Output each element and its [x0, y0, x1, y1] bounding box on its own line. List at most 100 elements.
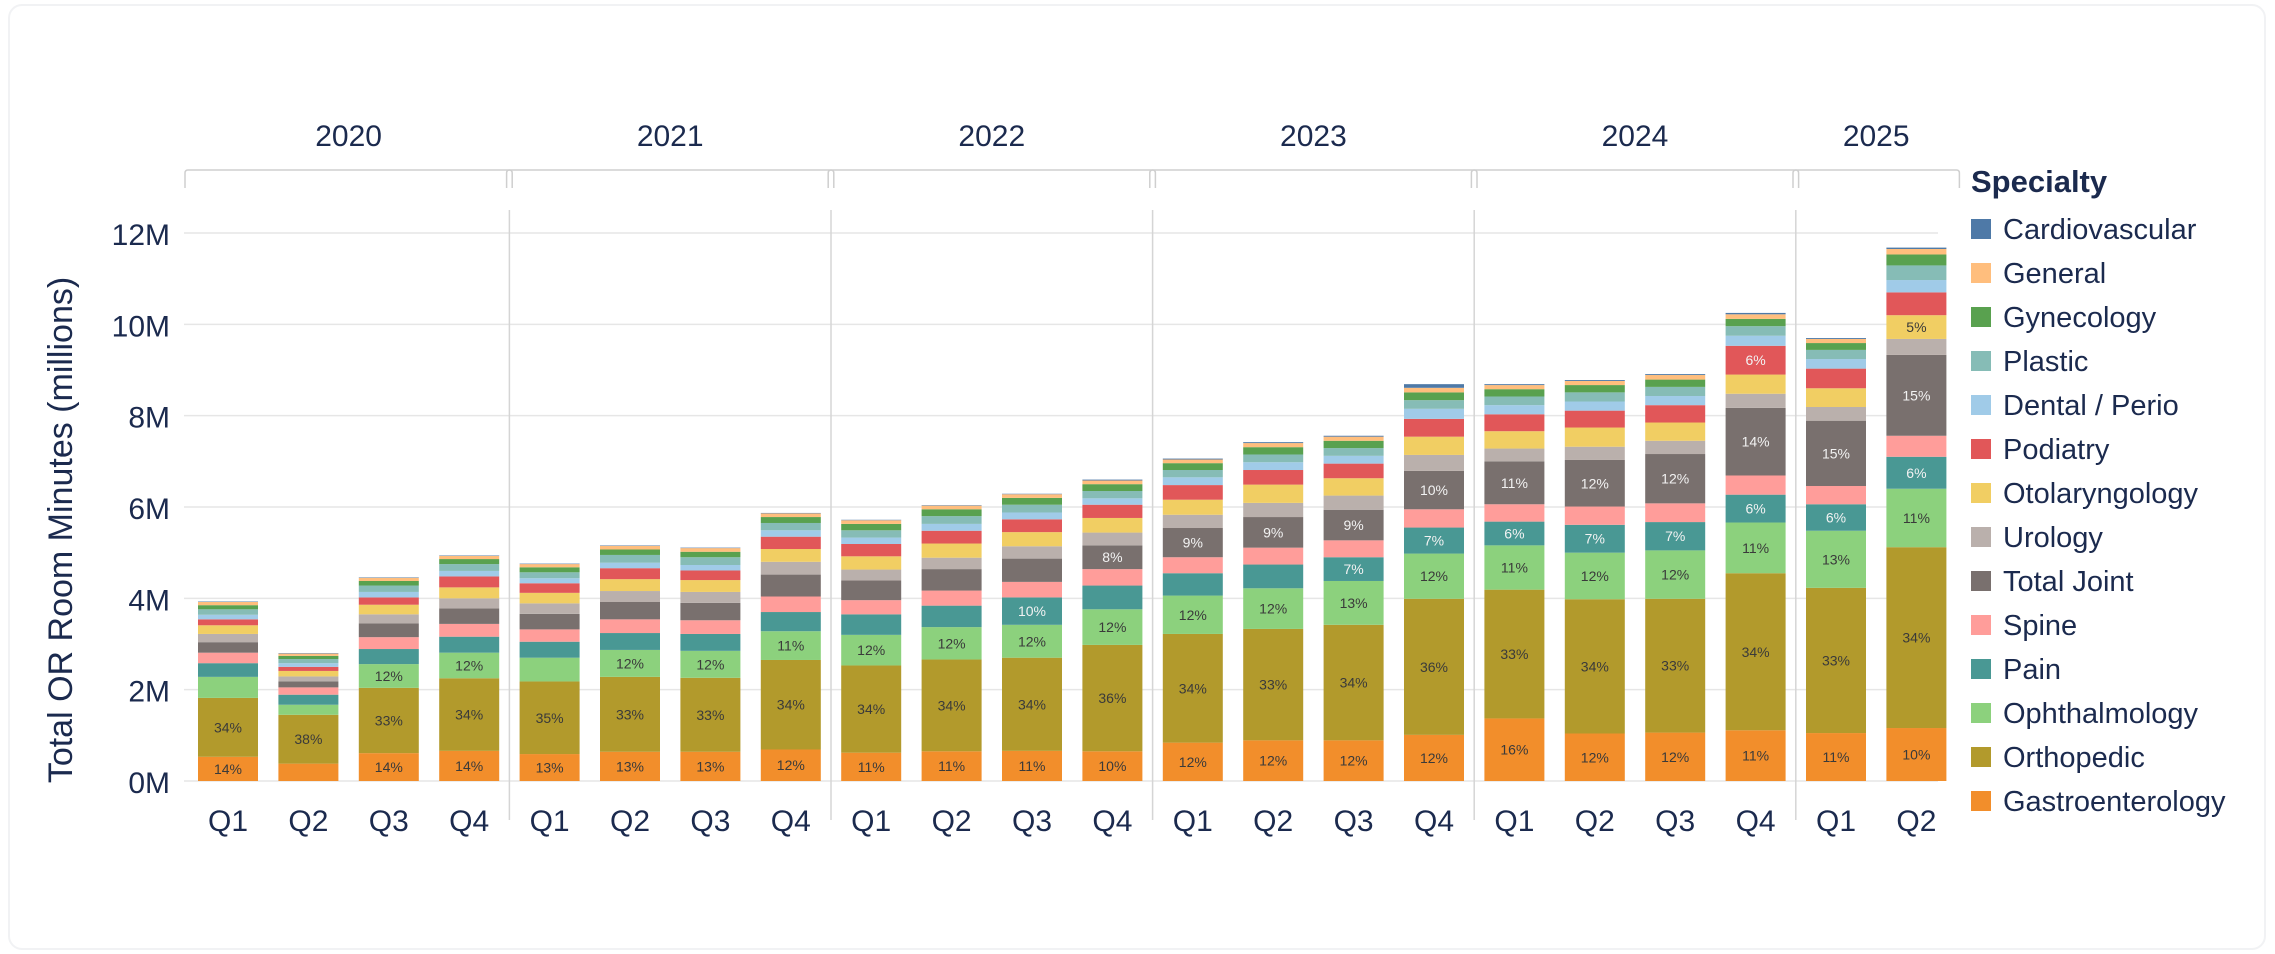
bar-segment: [358, 580, 419, 586]
x-tick-label: Q1: [530, 805, 570, 838]
bar-segment: [921, 509, 982, 517]
bar-segment: [1082, 569, 1143, 586]
y-tick-label: 12M: [112, 219, 170, 252]
bar-segment: [358, 753, 419, 781]
bar-segment: [921, 751, 982, 781]
y-tick-label: 0M: [128, 767, 170, 800]
data-label: 34%: [1742, 644, 1770, 660]
bar-segment: [198, 756, 258, 781]
data-label: 33%: [696, 707, 724, 723]
bar-segment: [1645, 522, 1706, 551]
data-label: 13%: [616, 758, 644, 774]
data-label: 6%: [1745, 501, 1765, 517]
bar-segment: [1564, 401, 1625, 411]
bar-segment: [358, 623, 419, 638]
legend-swatch: [1971, 263, 1991, 283]
x-tick-label: Q1: [1816, 805, 1856, 838]
bar-segment: [1806, 388, 1866, 407]
bar-segment: [921, 590, 982, 606]
data-label: 9%: [1183, 535, 1203, 551]
bars: 14% 34% 38% 14% 33% 12% 14% 34% 12% 13% 35% 13% 33% 1…: [198, 247, 1947, 781]
legend-item-label: Otolaryngology: [2003, 478, 2199, 510]
bar-segment: [1243, 454, 1304, 463]
legend: Specialty Cardiovascular General Gynecolog…: [1971, 164, 2226, 818]
bar-segment: [1886, 248, 1947, 255]
bar-segment: [841, 537, 902, 544]
bar-segment: [1806, 368, 1866, 389]
data-label: 12%: [1581, 475, 1609, 491]
legend-swatch: [1971, 395, 1991, 415]
data-label: 11%: [1823, 749, 1850, 765]
bar-segment: [1886, 728, 1947, 781]
bar-segment: [921, 530, 982, 544]
bar-segment: [1564, 733, 1625, 781]
legend-item-label: Dental / Perio: [2003, 390, 2179, 422]
bar-segment: [841, 752, 902, 781]
bar-segment: [1404, 470, 1464, 510]
x-tick-label: Q2: [1575, 805, 1615, 838]
bar-segment: [921, 516, 982, 524]
bar-segment: [921, 505, 982, 510]
data-label: 14%: [375, 759, 403, 775]
bar-segment: [1806, 485, 1866, 505]
x-tick-label: Q4: [1736, 805, 1776, 838]
bar-segment: [1404, 387, 1464, 393]
data-label: 33%: [616, 706, 644, 722]
data-label: 12%: [1661, 567, 1689, 583]
x-tick-label: Q2: [288, 805, 328, 838]
bar-segment: [278, 663, 339, 667]
bar-segment: [600, 549, 660, 555]
data-label: 33%: [1259, 677, 1287, 693]
bar-segment: [1323, 624, 1384, 741]
bar-segment: [1082, 479, 1143, 481]
bar-segment: [1645, 598, 1706, 733]
year-bracket: [505, 169, 835, 188]
bar-segment: [1082, 504, 1143, 518]
bar-segment: [358, 637, 419, 650]
bar-segment: [1162, 459, 1223, 464]
bar-segment: [1162, 633, 1223, 743]
bar-segment: [198, 605, 258, 610]
bar-segment: [439, 587, 500, 599]
data-label: 13%: [1822, 551, 1850, 567]
bar-segment: [1082, 751, 1143, 781]
y-axis-label: Total OR Room Minutes (millions): [42, 277, 80, 783]
bar-segment: [1806, 343, 1866, 350]
bar-segment: [680, 564, 741, 571]
data-label: 14%: [455, 758, 483, 774]
data-label: 12%: [1098, 619, 1126, 635]
data-label: 6%: [1826, 510, 1846, 526]
bar-segment: [1725, 374, 1786, 394]
bar-segment: [439, 564, 500, 571]
data-label: 7%: [1585, 531, 1605, 547]
data-label: 9%: [1263, 524, 1283, 540]
data-label: 11%: [777, 638, 804, 654]
bar-segment: [760, 596, 821, 613]
data-label: 34%: [1902, 630, 1930, 646]
bar-segment: [1725, 345, 1786, 375]
legend-item-label: General: [2003, 258, 2106, 290]
legend-swatch: [1971, 571, 1991, 591]
bar-segment: [1806, 530, 1866, 588]
bar-segment: [1806, 349, 1866, 360]
bar-segment: [198, 633, 258, 643]
bar-segment: [600, 562, 660, 569]
bar-segment: [760, 522, 821, 531]
data-label: 10%: [1902, 747, 1930, 763]
legend-swatch: [1971, 527, 1991, 547]
bar-segment: [519, 613, 580, 630]
bar-segment: [1886, 315, 1947, 339]
bar-segment: [841, 523, 902, 531]
data-label: 7%: [1424, 533, 1444, 549]
bar-segment: [1484, 414, 1545, 432]
bar-segment: [1806, 733, 1866, 781]
bar-segment: [1404, 509, 1464, 528]
data-label: 34%: [777, 697, 805, 713]
data-label: 14%: [214, 761, 242, 777]
data-label: 11%: [1019, 758, 1046, 774]
bar-segment: [921, 627, 982, 660]
y-tick-label: 6M: [128, 493, 170, 526]
data-label: 12%: [1340, 753, 1368, 769]
bar-segment: [1002, 532, 1062, 547]
bar-segment: [1484, 521, 1545, 546]
